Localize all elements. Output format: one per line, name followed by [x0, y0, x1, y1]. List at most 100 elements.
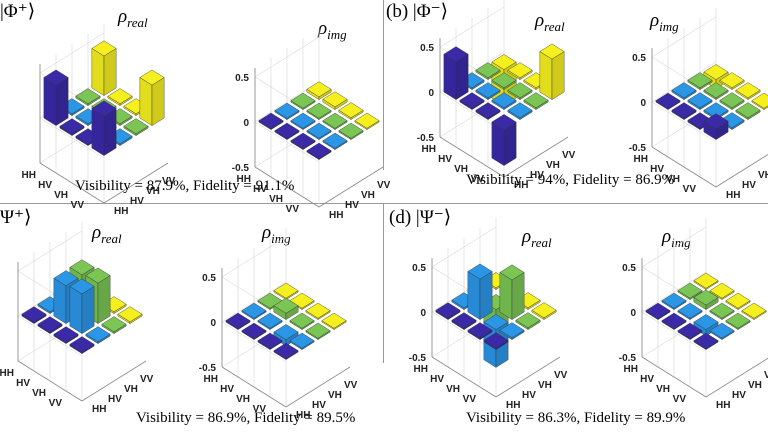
- row-tick-label: VH: [454, 164, 468, 175]
- bar: [91, 100, 117, 156]
- bar-top-face: [475, 82, 501, 99]
- col-tick-label: VV: [377, 180, 391, 191]
- panel-d-label: (d) |Ψ⁻⟩: [389, 207, 452, 228]
- bar: [507, 62, 533, 80]
- bar: [274, 102, 300, 120]
- bar: [123, 118, 149, 136]
- panel-a-imag-title: ρimg: [318, 18, 347, 43]
- bar-side-face: [499, 272, 513, 320]
- bar-top-face: [289, 312, 315, 329]
- z-tick-label: 0: [640, 98, 646, 109]
- bar: [539, 43, 565, 100]
- bar: [139, 69, 165, 126]
- bar-top-face: [483, 314, 509, 330]
- panel-a-label: |Φ⁺⟩: [0, 1, 36, 22]
- title-sub: real: [127, 14, 148, 30]
- title-sub: real: [531, 234, 552, 250]
- title-base: ρ: [262, 222, 272, 243]
- bar: [491, 92, 517, 110]
- bar: [290, 112, 316, 130]
- row-tick-label: HH: [624, 364, 638, 375]
- bar-top-face: [322, 91, 348, 108]
- panel-c-real-title: ρreal: [92, 222, 122, 247]
- col-tick-label: HH: [726, 190, 740, 201]
- row-tick-label: VV: [286, 204, 300, 215]
- bar: [273, 324, 299, 347]
- axis-line: [17, 360, 147, 402]
- bar-top-face: [655, 92, 681, 109]
- bar-top-face: [687, 72, 713, 89]
- bar-top-face: [257, 332, 283, 349]
- bar-top-face: [467, 263, 493, 280]
- bar-top-face: [289, 332, 315, 349]
- bar: [491, 72, 517, 90]
- bar-top-face: [687, 92, 713, 109]
- row-tick-label: VH: [446, 384, 460, 395]
- bar: [523, 92, 549, 110]
- bar: [338, 122, 364, 140]
- bar: [475, 82, 501, 100]
- bar-side-face: [539, 51, 553, 100]
- divider-vertical-bottom: [383, 203, 384, 363]
- z-tick-label: 0: [243, 118, 249, 129]
- title-base: ρ: [650, 10, 660, 31]
- col-tick-label: HH: [92, 404, 106, 415]
- bar-top-face: [85, 267, 111, 284]
- bar: [661, 292, 687, 310]
- z-tick-label: 0: [630, 308, 636, 319]
- bar-top-face: [338, 122, 364, 139]
- z-tick-label: -0.5: [629, 143, 647, 154]
- panel-a-real-title: ρreal: [118, 6, 148, 31]
- bar: [467, 263, 493, 320]
- bar: [687, 72, 713, 90]
- bar: [338, 102, 364, 120]
- bar-top-face: [693, 314, 719, 330]
- bar-top-face: [499, 264, 525, 281]
- bar: [289, 332, 315, 350]
- bar-top-face: [273, 324, 299, 340]
- bar-top-face: [719, 92, 745, 109]
- bar: [117, 306, 143, 324]
- bar-top-face: [693, 272, 719, 289]
- bar: [306, 142, 332, 160]
- bar-top-face: [703, 82, 729, 99]
- bar: [693, 314, 719, 337]
- bar-top-face: [703, 113, 729, 130]
- bar: [306, 81, 332, 100]
- axis-line: [651, 146, 768, 188]
- row-tick-label: HH: [237, 174, 251, 185]
- bar-top-face: [677, 322, 703, 339]
- col-tick-label: VV: [554, 370, 568, 381]
- bar-side-face: [139, 77, 153, 126]
- bar: [322, 112, 348, 130]
- bar-front-face: [55, 77, 69, 126]
- row-tick-label: VH: [54, 190, 68, 201]
- bar: [321, 312, 347, 330]
- row-tick-label: HV: [16, 378, 30, 389]
- row-tick-label: VH: [269, 194, 283, 205]
- bar-top-face: [709, 302, 735, 319]
- bar: [693, 289, 719, 310]
- bar: [725, 292, 751, 310]
- bar-top-face: [69, 259, 95, 276]
- bar: [435, 302, 461, 320]
- divider-horizontal: [0, 203, 768, 204]
- bar-side-face: [91, 108, 105, 156]
- row-tick-label: VV: [463, 394, 477, 405]
- bar: [735, 102, 761, 120]
- row-tick-label: HV: [650, 164, 664, 175]
- bar-top-face: [507, 102, 533, 119]
- col-tick-label: HH: [514, 180, 528, 191]
- bar-top-face: [661, 312, 687, 329]
- bar-top-face: [751, 92, 768, 109]
- row-tick-label: VV: [71, 200, 85, 211]
- col-tick-label: VV: [344, 380, 358, 391]
- panel-d-real-title: ρreal: [522, 226, 552, 251]
- z-tick-label: -0.5: [619, 353, 637, 364]
- bar-top-face: [483, 332, 509, 349]
- bar: [85, 326, 111, 344]
